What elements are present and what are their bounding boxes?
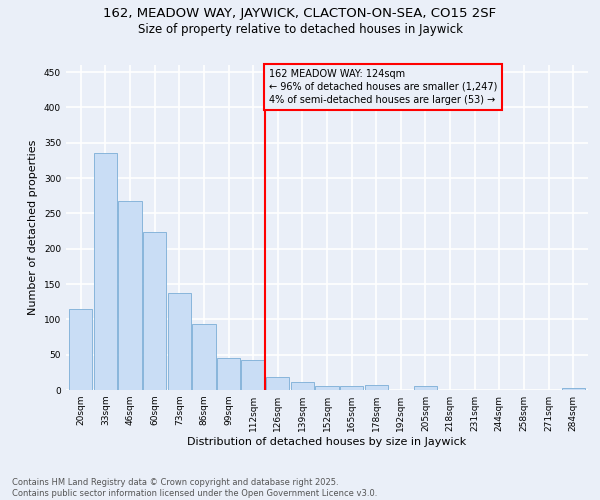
- Text: Size of property relative to detached houses in Jaywick: Size of property relative to detached ho…: [137, 22, 463, 36]
- Bar: [562, 388, 585, 390]
- Bar: [316, 386, 338, 390]
- Bar: [290, 382, 314, 390]
- Bar: [192, 324, 215, 390]
- Bar: [69, 308, 92, 390]
- Bar: [340, 386, 364, 390]
- Bar: [167, 292, 191, 390]
- Bar: [217, 358, 240, 390]
- Bar: [118, 200, 142, 390]
- Bar: [143, 232, 166, 390]
- Bar: [414, 386, 437, 390]
- Bar: [365, 385, 388, 390]
- Text: 162 MEADOW WAY: 124sqm
← 96% of detached houses are smaller (1,247)
4% of semi-d: 162 MEADOW WAY: 124sqm ← 96% of detached…: [269, 68, 497, 105]
- Bar: [266, 378, 289, 390]
- X-axis label: Distribution of detached houses by size in Jaywick: Distribution of detached houses by size …: [187, 437, 467, 447]
- Bar: [241, 360, 265, 390]
- Text: 162, MEADOW WAY, JAYWICK, CLACTON-ON-SEA, CO15 2SF: 162, MEADOW WAY, JAYWICK, CLACTON-ON-SEA…: [103, 8, 497, 20]
- Text: Contains HM Land Registry data © Crown copyright and database right 2025.
Contai: Contains HM Land Registry data © Crown c…: [12, 478, 377, 498]
- Y-axis label: Number of detached properties: Number of detached properties: [28, 140, 38, 315]
- Bar: [94, 154, 117, 390]
